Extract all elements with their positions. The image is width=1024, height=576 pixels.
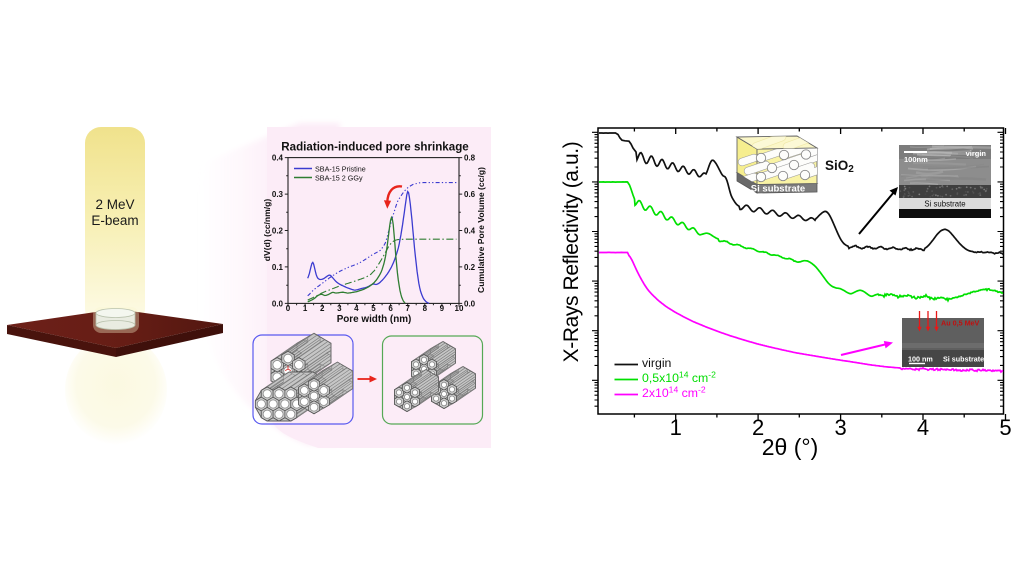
svg-text:SiO2: SiO2 [825,158,854,175]
svg-text:SBA-15 2 GGy: SBA-15 2 GGy [315,174,363,183]
svg-text:0.3: 0.3 [272,190,284,199]
svg-text:Pore width (nm): Pore width (nm) [337,314,412,325]
svg-text:dV(d) (cc/nm/g): dV(d) (cc/nm/g) [262,199,272,262]
svg-text:E-beam: E-beam [91,213,138,228]
svg-text:0.2: 0.2 [272,227,284,236]
svg-text:Si substrate: Si substrate [943,355,984,364]
svg-text:0.0: 0.0 [464,299,476,308]
svg-text:Radiation-induced pore shrinka: Radiation-induced pore shrinkage [281,141,469,154]
svg-text:8: 8 [423,304,428,313]
svg-text:100 nm: 100 nm [908,355,933,364]
svg-text:0.1: 0.1 [272,263,284,272]
svg-text:5: 5 [999,415,1011,440]
svg-text:4: 4 [917,415,929,440]
svg-text:2: 2 [320,304,325,313]
svg-text:0.6: 0.6 [464,190,476,199]
svg-text:SBA-15 Pristine: SBA-15 Pristine [315,165,366,174]
svg-text:1: 1 [303,304,308,313]
svg-text:0,5x1014 cm-2: 0,5x1014 cm-2 [642,370,716,385]
svg-text:2: 2 [752,415,764,440]
svg-text:2x1014 cm-2: 2x1014 cm-2 [642,385,706,400]
svg-text:Si substrate: Si substrate [924,200,965,209]
svg-text:virgin: virgin [642,356,672,370]
svg-text:2 MeV: 2 MeV [95,197,134,212]
svg-text:6: 6 [388,304,393,313]
svg-text:Si substrate: Si substrate [751,184,805,195]
svg-text:0: 0 [286,304,291,313]
svg-text:100nm: 100nm [904,155,928,164]
svg-text:Au 0,5 MeV: Au 0,5 MeV [941,319,980,328]
svg-text:Cumulative Pore Volume (cc/g): Cumulative Pore Volume (cc/g) [476,167,486,293]
svg-text:0.4: 0.4 [272,154,284,163]
svg-text:2θ (°): 2θ (°) [762,434,819,460]
svg-text:10: 10 [455,304,464,313]
svg-text:0.2: 0.2 [464,263,476,272]
svg-text:1: 1 [670,415,682,440]
svg-text:virgin: virgin [966,149,987,158]
svg-text:3: 3 [834,415,846,440]
svg-text:4: 4 [354,304,359,313]
svg-text:X-Rays Reflectivity (a.u.): X-Rays Reflectivity (a.u.) [560,142,583,363]
svg-text:0.0: 0.0 [272,299,284,308]
svg-text:7: 7 [405,304,410,313]
svg-text:3: 3 [337,304,342,313]
svg-text:9: 9 [440,304,445,313]
svg-text:0.4: 0.4 [464,227,476,236]
svg-text:0.8: 0.8 [464,154,476,163]
svg-text:5: 5 [371,304,376,313]
